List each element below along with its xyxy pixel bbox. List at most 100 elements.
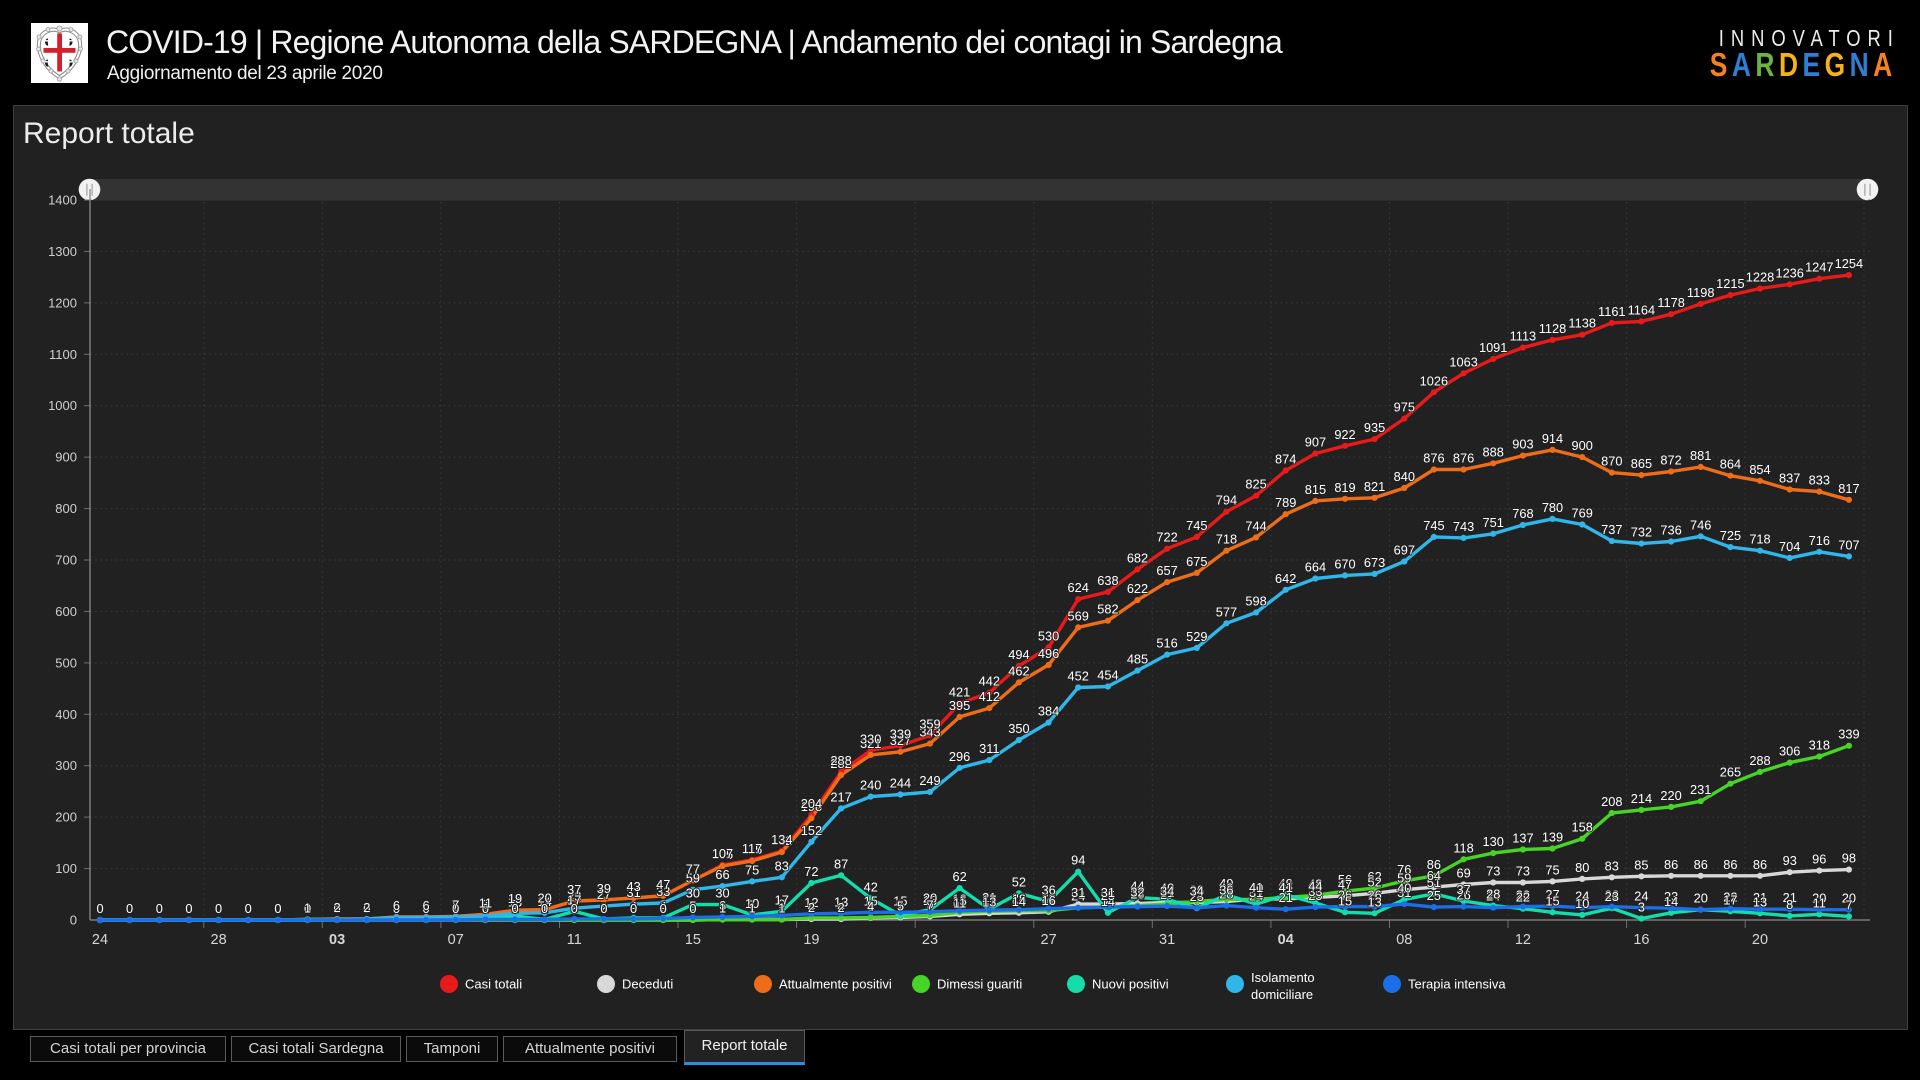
svg-text:107: 107 xyxy=(712,846,733,861)
svg-text:0: 0 xyxy=(185,901,192,916)
svg-text:20: 20 xyxy=(1842,891,1856,906)
svg-text:13: 13 xyxy=(1367,894,1381,909)
svg-text:1100: 1100 xyxy=(49,347,77,362)
svg-text:746: 746 xyxy=(1690,517,1711,532)
svg-text:0: 0 xyxy=(363,901,370,916)
svg-text:domiciliare: domiciliare xyxy=(1251,987,1313,1002)
svg-text:86: 86 xyxy=(1427,857,1441,872)
svg-text:0: 0 xyxy=(245,901,252,916)
svg-text:745: 745 xyxy=(1186,518,1207,533)
svg-text:1254: 1254 xyxy=(1835,256,1863,271)
svg-text:Dimessi guariti: Dimessi guariti xyxy=(937,977,1022,992)
svg-text:17: 17 xyxy=(1723,892,1737,907)
svg-text:0: 0 xyxy=(304,901,311,916)
svg-text:0: 0 xyxy=(96,901,103,916)
svg-text:1200: 1200 xyxy=(48,295,77,310)
svg-text:117: 117 xyxy=(742,841,762,856)
svg-text:0: 0 xyxy=(334,901,341,916)
svg-text:0: 0 xyxy=(304,901,311,916)
svg-text:7: 7 xyxy=(897,897,904,912)
svg-text:359: 359 xyxy=(919,716,940,731)
svg-text:14: 14 xyxy=(1664,894,1678,909)
svg-text:819: 819 xyxy=(1334,480,1355,495)
svg-text:0: 0 xyxy=(571,901,578,916)
svg-text:1198: 1198 xyxy=(1687,285,1715,300)
svg-text:6: 6 xyxy=(423,898,430,913)
svg-text:670: 670 xyxy=(1334,556,1355,571)
svg-text:1: 1 xyxy=(541,901,548,916)
svg-text:52: 52 xyxy=(1012,874,1026,889)
svg-text:1: 1 xyxy=(749,901,756,916)
svg-text:9: 9 xyxy=(897,896,904,911)
svg-text:62: 62 xyxy=(1367,869,1381,884)
svg-text:311: 311 xyxy=(979,741,999,756)
svg-text:0: 0 xyxy=(274,901,281,916)
svg-text:0: 0 xyxy=(274,901,281,916)
svg-text:115: 115 xyxy=(742,842,762,857)
svg-text:0: 0 xyxy=(482,901,489,916)
svg-text:780: 780 xyxy=(1542,500,1563,515)
svg-text:231: 231 xyxy=(1690,782,1711,797)
svg-text:137: 137 xyxy=(1512,831,1533,846)
svg-text:530: 530 xyxy=(1038,628,1059,643)
svg-text:7: 7 xyxy=(452,897,459,912)
svg-text:21: 21 xyxy=(982,890,996,905)
svg-text:1178: 1178 xyxy=(1657,295,1685,310)
svg-text:23: 23 xyxy=(1605,889,1619,904)
svg-text:66: 66 xyxy=(715,867,729,882)
svg-text:0: 0 xyxy=(126,901,133,916)
svg-text:900: 900 xyxy=(55,450,77,465)
svg-text:31: 31 xyxy=(1249,885,1263,900)
svg-text:139: 139 xyxy=(1542,830,1563,845)
svg-text:1: 1 xyxy=(719,901,726,916)
svg-text:1: 1 xyxy=(304,901,311,916)
svg-text:673: 673 xyxy=(1364,555,1385,570)
svg-text:1215: 1215 xyxy=(1716,276,1744,291)
svg-text:86: 86 xyxy=(1723,857,1737,872)
svg-text:Isolamento: Isolamento xyxy=(1251,970,1315,985)
svg-text:0: 0 xyxy=(452,901,459,916)
svg-text:903: 903 xyxy=(1512,437,1533,452)
svg-text:1: 1 xyxy=(304,901,311,916)
svg-text:40: 40 xyxy=(1397,880,1411,895)
svg-text:Attualmente positivi: Attualmente positivi xyxy=(779,977,892,992)
svg-text:198: 198 xyxy=(801,799,822,814)
svg-text:31: 31 xyxy=(1159,932,1175,948)
svg-text:59: 59 xyxy=(1397,871,1411,886)
svg-text:0: 0 xyxy=(274,901,281,916)
svg-text:350: 350 xyxy=(1008,721,1029,736)
svg-text:817: 817 xyxy=(1838,481,1859,496)
svg-text:876: 876 xyxy=(1423,451,1444,466)
svg-text:158: 158 xyxy=(1572,820,1593,835)
svg-text:0: 0 xyxy=(156,901,163,916)
svg-text:306: 306 xyxy=(1779,744,1800,759)
svg-text:47: 47 xyxy=(656,877,670,892)
svg-text:330: 330 xyxy=(860,731,881,746)
svg-text:600: 600 xyxy=(55,604,77,619)
svg-text:217: 217 xyxy=(830,789,851,804)
svg-text:800: 800 xyxy=(55,501,77,516)
svg-text:821: 821 xyxy=(1364,479,1385,494)
svg-text:11: 11 xyxy=(479,895,492,910)
svg-text:975: 975 xyxy=(1394,400,1415,415)
svg-text:874: 874 xyxy=(1275,452,1296,467)
svg-text:08: 08 xyxy=(1396,932,1412,948)
svg-text:0: 0 xyxy=(600,901,607,916)
svg-text:15: 15 xyxy=(1545,893,1559,908)
svg-text:664: 664 xyxy=(1305,560,1326,575)
svg-text:4: 4 xyxy=(482,899,489,914)
svg-text:07: 07 xyxy=(448,932,464,948)
svg-text:0: 0 xyxy=(452,901,459,916)
svg-text:0: 0 xyxy=(541,901,548,916)
svg-text:529: 529 xyxy=(1186,629,1207,644)
svg-text:13: 13 xyxy=(834,894,848,909)
svg-text:5: 5 xyxy=(423,898,430,913)
svg-text:13: 13 xyxy=(508,894,522,909)
svg-text:62: 62 xyxy=(952,869,966,884)
svg-text:75: 75 xyxy=(1545,862,1559,877)
svg-text:7: 7 xyxy=(749,897,756,912)
svg-text:0: 0 xyxy=(185,901,192,916)
svg-text:0: 0 xyxy=(571,901,578,916)
svg-text:Casi totali: Casi totali xyxy=(465,977,522,992)
svg-text:200: 200 xyxy=(55,810,77,825)
